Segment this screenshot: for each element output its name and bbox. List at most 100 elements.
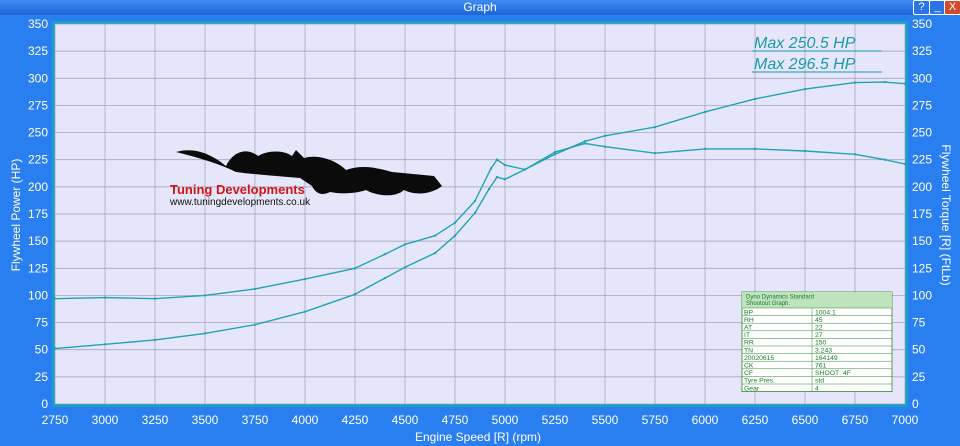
power-series-line: [54, 81, 906, 350]
y-axis-label: Flywheel Power (HP): [9, 159, 23, 272]
x-tick-label: 4000: [292, 413, 319, 427]
help-button[interactable]: ?: [913, 0, 930, 15]
power-data-point: [473, 211, 477, 215]
x-tick-label: 6750: [842, 413, 869, 427]
y2-tick-label: 300: [912, 71, 932, 85]
torque-data-point: [653, 152, 657, 155]
torque-data-point: [803, 149, 807, 153]
x-tick-label: 6250: [742, 413, 769, 427]
torque-data-point: [523, 168, 527, 171]
torque-data-point: [603, 145, 607, 148]
info-table-value: std: [815, 378, 824, 385]
torque-data-point: [903, 162, 907, 166]
y2-tick-label: 150: [912, 234, 932, 248]
max-torque-label: Max 296.5 HP: [754, 56, 856, 73]
max-labels: Max 250.5 HP Max 296.5 HP: [752, 35, 882, 73]
y-tick-label: 25: [35, 370, 49, 384]
torque-data-point: [853, 153, 857, 156]
torque-series-line: [54, 142, 906, 300]
grid: [54, 23, 906, 405]
info-table-key: Tyre Pres.: [744, 378, 775, 385]
torque-data-point: [203, 294, 207, 297]
power-data-point: [883, 80, 887, 84]
torque-data-point: [583, 142, 587, 145]
y-tick-label: 350: [28, 17, 48, 31]
title-bar[interactable]: Graph: [0, 0, 960, 15]
info-table-value: 1004.1: [815, 309, 836, 316]
window-title: Graph: [463, 0, 497, 14]
x-tick-label: 4500: [392, 413, 419, 427]
y2-tick-label: 100: [912, 288, 932, 302]
power-data-point: [903, 82, 907, 85]
y-tick-label: 125: [28, 261, 48, 275]
info-table-key: RH: [744, 317, 754, 324]
power-data-point: [253, 323, 257, 326]
torque-data-point: [883, 158, 887, 161]
info-table-value: 22: [815, 325, 823, 332]
x-axis-label: Engine Speed [R] (rpm): [415, 430, 541, 444]
y2-tick-label: 325: [912, 44, 932, 58]
power-data-point: [703, 110, 707, 114]
torque-data-point: [303, 277, 307, 281]
y2-tick-label: 125: [912, 261, 932, 275]
x-tick-label: 6500: [792, 413, 819, 427]
info-table-value: SHOOT_4F: [815, 370, 851, 377]
torque-data-point: [753, 147, 757, 151]
power-data-point: [303, 310, 307, 313]
torque-data-point: [53, 297, 57, 300]
y2-tick-label: 250: [912, 126, 932, 140]
power-data-point: [487, 187, 491, 191]
y2-tick-label: 225: [912, 153, 932, 167]
power-data-point: [403, 266, 407, 269]
x-tick-label: 5750: [642, 413, 669, 427]
y2-tick-label: 350: [912, 17, 932, 31]
torque-data-point: [473, 199, 477, 203]
power-data-point: [603, 134, 607, 138]
logo-url: www.tuningdevelopments.co.uk: [169, 197, 311, 208]
x-tick-label: 7000: [892, 413, 919, 427]
torque-data-point: [489, 167, 493, 170]
y2-tick-label: 175: [912, 207, 932, 221]
y2-tick-label: 200: [912, 180, 932, 194]
y-tick-label: 250: [28, 126, 48, 140]
power-data-point: [203, 332, 207, 335]
torque-data-point: [103, 296, 107, 299]
y-tick-label: 0: [41, 397, 48, 411]
info-table-key: IT: [744, 332, 750, 339]
torque-data-point: [503, 163, 507, 167]
power-data-point: [433, 251, 437, 255]
torque-data-point: [353, 267, 357, 270]
tick-labels: 2750 3000 3250 3500 3750 4000 4250 4500 4750 5000…: [28, 17, 932, 427]
power-data-point: [495, 175, 499, 179]
x-tick-label: 3250: [142, 413, 169, 427]
power-data-point: [503, 178, 507, 181]
info-table-key: RR: [744, 340, 754, 347]
y-tick-label: 175: [28, 207, 48, 221]
info-table-value: 45: [815, 317, 823, 324]
y2-axis-label: Flywheel Torque [R] (FtLb): [939, 144, 953, 285]
x-tick-label: 2750: [42, 413, 69, 427]
y-tick-label: 50: [35, 343, 49, 357]
power-data-point: [453, 234, 457, 237]
torque-data-point: [403, 243, 407, 246]
info-table-key: AT: [744, 325, 752, 332]
y-tick-label: 75: [35, 316, 49, 330]
y-tick-label: 300: [28, 71, 48, 85]
power-data-point: [103, 343, 107, 346]
close-button[interactable]: X: [944, 0, 960, 15]
power-data-point: [353, 293, 357, 296]
y-tick-label: 150: [28, 234, 48, 248]
y2-tick-label: 25: [912, 370, 926, 384]
torque-data-point: [553, 150, 557, 154]
y2-tick-label: 75: [912, 316, 926, 330]
power-data-point: [753, 97, 757, 101]
x-tick-label: 3500: [192, 413, 219, 427]
info-table-value: 4: [815, 385, 819, 392]
max-power-label: Max 250.5 HP: [754, 35, 856, 52]
x-tick-label: 6000: [692, 413, 719, 427]
info-table-header-text: Shootout Graph.: [746, 301, 790, 307]
info-table-key: BP: [744, 309, 754, 316]
power-data-point: [153, 338, 157, 342]
info-table-value: 27: [815, 332, 823, 339]
